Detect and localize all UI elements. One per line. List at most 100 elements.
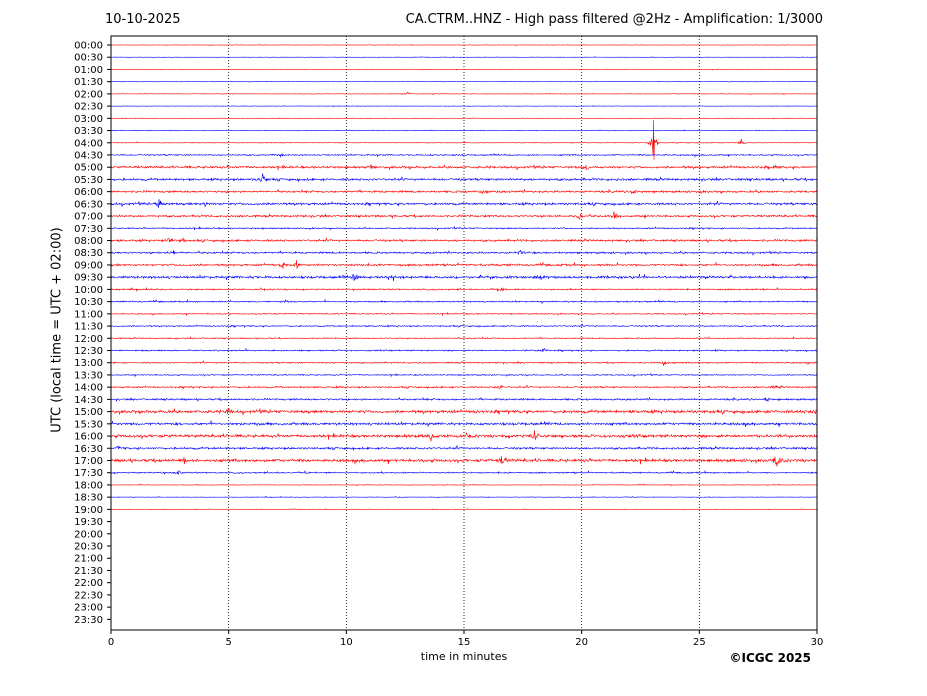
- trace-1630: [110, 444, 818, 452]
- y-tick-label: 22:30: [74, 590, 103, 601]
- y-tick-label: 12:00: [74, 334, 103, 345]
- trace-1400: [110, 384, 818, 390]
- y-tick-label: 08:00: [74, 236, 103, 247]
- trace-1430: [110, 396, 818, 403]
- trace-0030: [110, 56, 818, 59]
- y-tick-label: 20:00: [74, 529, 103, 540]
- y-tick-label: 15:00: [74, 407, 103, 418]
- x-tick-label: 20: [575, 637, 588, 648]
- y-tick-label: 16:00: [74, 432, 103, 443]
- x-tick-label: 30: [811, 637, 824, 648]
- y-tick-label: 04:00: [74, 138, 103, 149]
- date-label: 10-10-2025: [105, 12, 181, 27]
- y-tick-label: 06:30: [74, 199, 103, 210]
- seismic-traces: [110, 43, 818, 511]
- y-tick-label: 12:30: [74, 346, 103, 357]
- trace-0000: [110, 43, 818, 47]
- y-tick-label: 11:30: [74, 322, 103, 333]
- y-tick-label: 01:30: [74, 77, 103, 88]
- trace-0830: [110, 249, 818, 257]
- y-tick-label: 23:00: [74, 603, 103, 614]
- y-tick-label: 22:00: [74, 578, 103, 589]
- trace-0600: [110, 188, 818, 195]
- y-tick-label: 19:30: [74, 517, 103, 528]
- trace-0230: [110, 105, 818, 108]
- y-tick-label: 09:30: [74, 273, 103, 284]
- y-tick-label: 14:00: [74, 383, 103, 394]
- y-tick-label: 00:30: [74, 53, 103, 64]
- trace-0700: [110, 211, 818, 221]
- trace-1300: [110, 360, 818, 366]
- trace-0300: [110, 117, 818, 120]
- y-tick-label: 18:00: [74, 480, 103, 491]
- y-tick-label: 21:00: [74, 554, 103, 565]
- y-tick-label: 02:30: [74, 102, 103, 113]
- y-tick-label: 05:00: [74, 163, 103, 174]
- trace-1530: [110, 420, 818, 428]
- trace-0730: [110, 225, 818, 231]
- trace-1000: [110, 286, 818, 292]
- y-tick-label: 11:00: [74, 309, 103, 320]
- chart-title: CA.CTRM..HNZ - High pass filtered @2Hz -…: [405, 12, 823, 27]
- grid-lines: [228, 36, 700, 630]
- y-tick-label: 13:30: [74, 370, 103, 381]
- x-tick-label: 10: [340, 637, 353, 648]
- y-tick-label: 04:30: [74, 150, 103, 161]
- trace-1900: [110, 508, 818, 511]
- y-tick-label: 23:30: [74, 615, 103, 626]
- trace-0400: [110, 120, 818, 160]
- y-tick-label: 21:30: [74, 566, 103, 577]
- trace-0330: [110, 129, 818, 132]
- trace-1830: [110, 495, 818, 499]
- trace-0930: [110, 273, 818, 282]
- y-tick-label: 06:00: [74, 187, 103, 198]
- y-tick-label: 17:30: [74, 468, 103, 479]
- y-axis-label: UTC (local time = UTC + 02:00): [49, 227, 65, 433]
- y-tick-label: 09:00: [74, 260, 103, 271]
- trace-1100: [110, 311, 818, 317]
- y-tick-label: 10:30: [74, 297, 103, 308]
- y-tick-label: 13:00: [74, 358, 103, 369]
- trace-1700: [110, 456, 818, 467]
- x-tick-label: 15: [458, 637, 471, 648]
- y-tick-label: 19:00: [74, 505, 103, 516]
- copyright-notice: ©ICGC 2025: [729, 651, 811, 665]
- trace-1330: [110, 372, 818, 378]
- y-tick-label: 07:00: [74, 212, 103, 223]
- trace-0100: [110, 68, 818, 71]
- x-tick-label: 25: [693, 637, 706, 648]
- y-tick-label: 03:30: [74, 126, 103, 137]
- y-tick-label: 10:00: [74, 285, 103, 296]
- x-axis-ticks: 0 5 10 15 20 25 30: [108, 630, 824, 648]
- y-tick-label: 07:30: [74, 224, 103, 235]
- y-tick-label: 18:30: [74, 493, 103, 504]
- trace-1730: [110, 470, 818, 475]
- trace-1800: [110, 483, 818, 487]
- trace-0430: [110, 152, 818, 158]
- trace-0130: [110, 80, 818, 83]
- x-axis-label: time in minutes: [420, 650, 508, 663]
- trace-1600: [110, 429, 817, 442]
- y-tick-label: 14:30: [74, 395, 103, 406]
- trace-0630: [110, 198, 818, 208]
- y-tick-label: 00:00: [74, 41, 103, 52]
- trace-1230: [110, 347, 818, 353]
- x-tick-label: 5: [225, 637, 231, 648]
- trace-0500: [110, 164, 818, 171]
- trace-0200: [110, 91, 817, 96]
- y-tick-label: 05:30: [74, 175, 103, 186]
- y-tick-label: 20:30: [74, 542, 103, 553]
- trace-1500: [110, 407, 818, 416]
- y-tick-label: 03:00: [74, 114, 103, 125]
- trace-1030: [110, 298, 818, 305]
- trace-1200: [110, 336, 818, 341]
- y-tick-label: 02:00: [74, 89, 103, 100]
- y-tick-label: 15:30: [74, 419, 103, 430]
- trace-0530: [110, 172, 818, 183]
- y-tick-label: 08:30: [74, 248, 103, 259]
- trace-0900: [110, 260, 818, 269]
- trace-0800: [110, 236, 818, 244]
- trace-1130: [110, 323, 818, 328]
